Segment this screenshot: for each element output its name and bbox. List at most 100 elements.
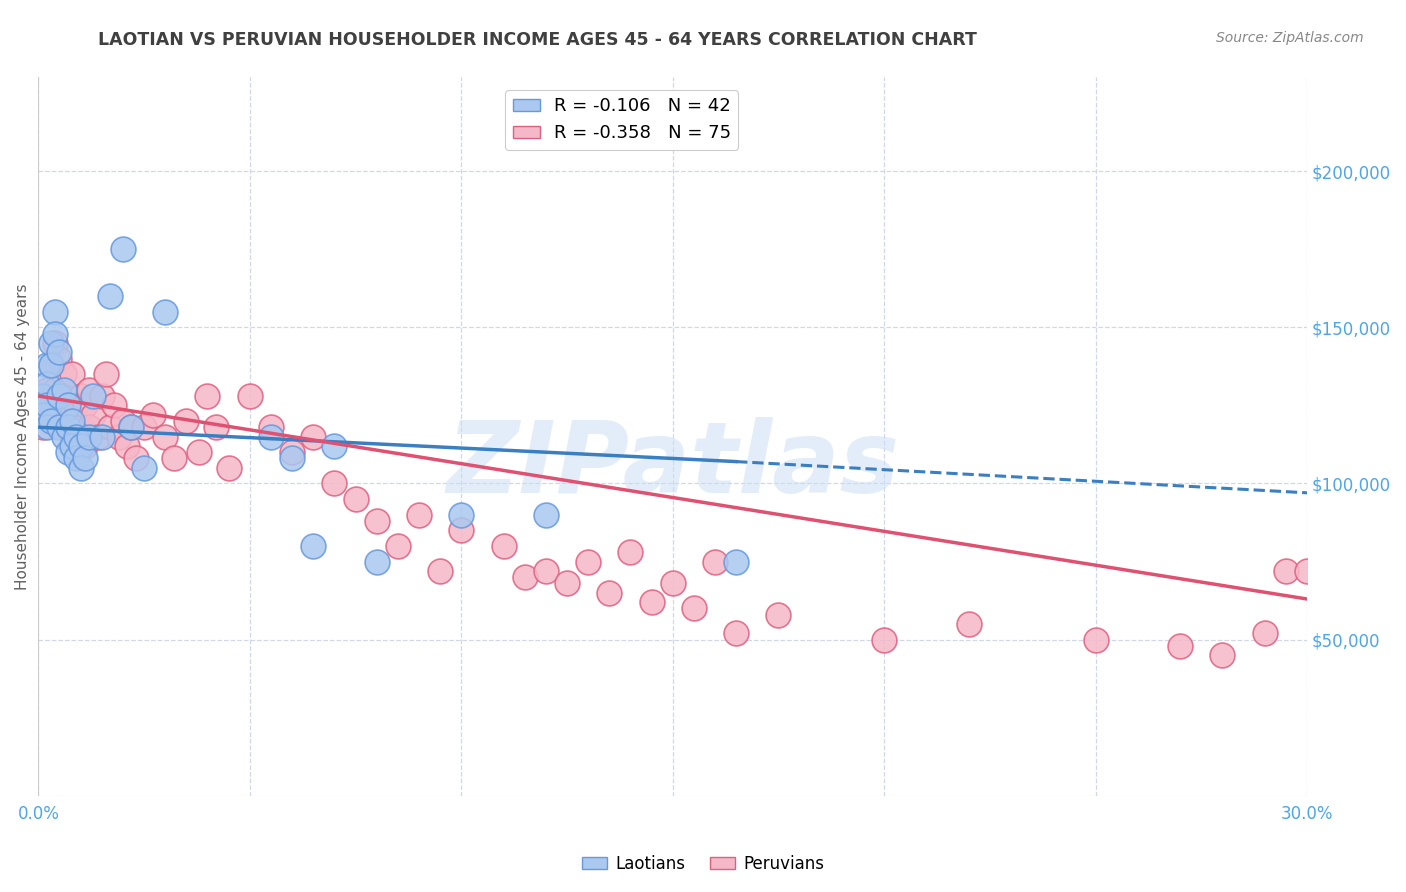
Point [77,429,100,443]
Point [366,514,388,528]
Point [73,451,96,466]
Point [366,555,388,569]
Point [56,389,79,403]
Point [260,420,283,434]
Point [141,408,163,422]
Point [39,414,62,428]
Point [31,389,53,403]
Point [35,398,58,412]
Point [492,539,515,553]
Point [115,439,138,453]
Point [35,383,58,397]
Point [1084,632,1107,647]
Point [82,408,104,422]
Point [94,367,117,381]
Point [82,389,104,403]
Point [534,508,557,522]
Point [450,523,472,537]
Point [176,414,198,428]
Point [44,304,66,318]
Point [60,414,83,428]
Point [35,420,58,434]
Point [56,398,79,412]
Point [56,420,79,434]
Point [52,367,75,381]
Point [44,335,66,350]
Point [103,398,125,412]
Legend: R = -0.106   N = 42, R = -0.358   N = 75: R = -0.106 N = 42, R = -0.358 N = 75 [505,90,738,150]
Point [534,564,557,578]
Point [1211,648,1233,663]
Point [65,429,87,443]
Point [302,429,325,443]
Point [640,595,662,609]
Point [31,408,53,422]
Legend: Laotians, Peruvians: Laotians, Peruvians [575,848,831,880]
Point [576,555,599,569]
Point [239,389,262,403]
Point [39,358,62,372]
Y-axis label: Householder Income Ages 45 - 64 years: Householder Income Ages 45 - 64 years [15,284,30,590]
Point [48,345,70,359]
Point [107,429,129,443]
Point [344,491,367,506]
Point [429,564,451,578]
Point [65,398,87,412]
Point [90,389,112,403]
Point [725,626,748,640]
Point [302,539,325,553]
Point [98,289,121,303]
Point [768,607,790,622]
Point [450,508,472,522]
Point [35,358,58,372]
Point [90,429,112,443]
Point [39,335,62,350]
Point [60,439,83,453]
Point [124,451,146,466]
Text: LAOTIAN VS PERUVIAN HOUSEHOLDER INCOME AGES 45 - 64 YEARS CORRELATION CHART: LAOTIAN VS PERUVIAN HOUSEHOLDER INCOME A… [98,31,977,49]
Point [120,420,142,434]
Text: ZIPatlas: ZIPatlas [446,417,900,514]
Point [111,414,134,428]
Point [73,439,96,453]
Point [44,326,66,341]
Point [682,601,704,615]
Point [260,429,283,443]
Point [44,383,66,397]
Point [188,445,211,459]
Point [619,545,641,559]
Point [281,445,304,459]
Point [39,398,62,412]
Point [52,420,75,434]
Point [725,555,748,569]
Point [1254,626,1277,640]
Point [56,420,79,434]
Point [65,429,87,443]
Point [73,398,96,412]
Text: Source: ZipAtlas.com: Source: ZipAtlas.com [1216,31,1364,45]
Point [1296,564,1319,578]
Point [69,389,91,403]
Point [65,451,87,466]
Point [598,586,620,600]
Point [35,408,58,422]
Point [205,420,228,434]
Point [323,476,346,491]
Point [163,451,186,466]
Point [48,408,70,422]
Point [86,429,108,443]
Point [52,383,75,397]
Point [153,429,176,443]
Point [873,632,896,647]
Point [132,460,155,475]
Point [111,242,134,256]
Point [957,617,980,632]
Point [98,420,121,434]
Point [77,383,100,397]
Point [661,576,683,591]
Point [281,451,304,466]
Point [69,439,91,453]
Point [132,420,155,434]
Point [120,420,142,434]
Point [56,445,79,459]
